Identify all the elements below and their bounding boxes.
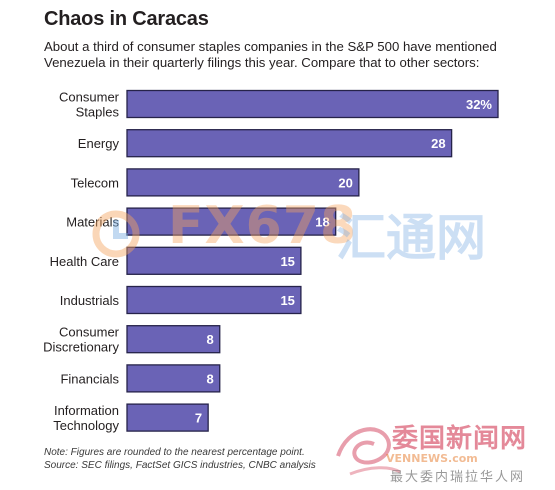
- category-label-6: Consumer Discretionary: [43, 325, 120, 355]
- category-label-2: Telecom: [71, 175, 119, 190]
- category-label-5: Industrials: [60, 293, 120, 308]
- bar-value-label-2: 20: [338, 175, 352, 190]
- bar-1: [126, 129, 453, 158]
- bar-value-label-4: 15: [280, 254, 294, 269]
- bar-6: [126, 325, 221, 354]
- bars-layer: 32% 28 20 18 15 15 8 8 7: [126, 89, 499, 432]
- bar-value-label-6: 8: [207, 332, 214, 347]
- category-labels-layer: Consumer Staples Energy Telecom Materials Hea…: [43, 90, 120, 434]
- bar-value-label-1: 28: [431, 136, 445, 151]
- bar-4: [126, 246, 302, 275]
- bar-value-label-8: 7: [195, 411, 202, 426]
- chart-subtitle: About a third of consumer staples compan…: [44, 39, 497, 70]
- bar-8: [126, 403, 209, 432]
- source-text: Source: SEC filings, FactSet GICS indust…: [44, 460, 316, 471]
- bar-value-label-7: 8: [207, 371, 214, 386]
- category-label-4: Health Care: [50, 254, 119, 269]
- bar-3: [126, 207, 337, 236]
- bar-value-label-5: 15: [280, 293, 294, 308]
- bar-value-label-3: 18: [315, 215, 329, 230]
- category-label-1: Energy: [78, 136, 120, 151]
- bar-value-label-0: 32%: [466, 97, 492, 112]
- chart-footnotes: Note: Figures are rounded to the nearest…: [44, 446, 316, 472]
- category-label-0: Consumer Staples: [59, 90, 120, 120]
- bar-2: [126, 168, 360, 197]
- bar-0: [126, 89, 499, 119]
- bar-5: [126, 285, 302, 315]
- chart-title: Chaos in Caracas: [44, 8, 209, 30]
- category-label-3: Materials: [66, 215, 119, 230]
- bar-7: [126, 364, 221, 393]
- note-text: Note: Figures are rounded to the nearest…: [44, 447, 305, 458]
- category-label-8: Information Technology: [53, 403, 119, 433]
- category-label-7: Financials: [60, 371, 119, 386]
